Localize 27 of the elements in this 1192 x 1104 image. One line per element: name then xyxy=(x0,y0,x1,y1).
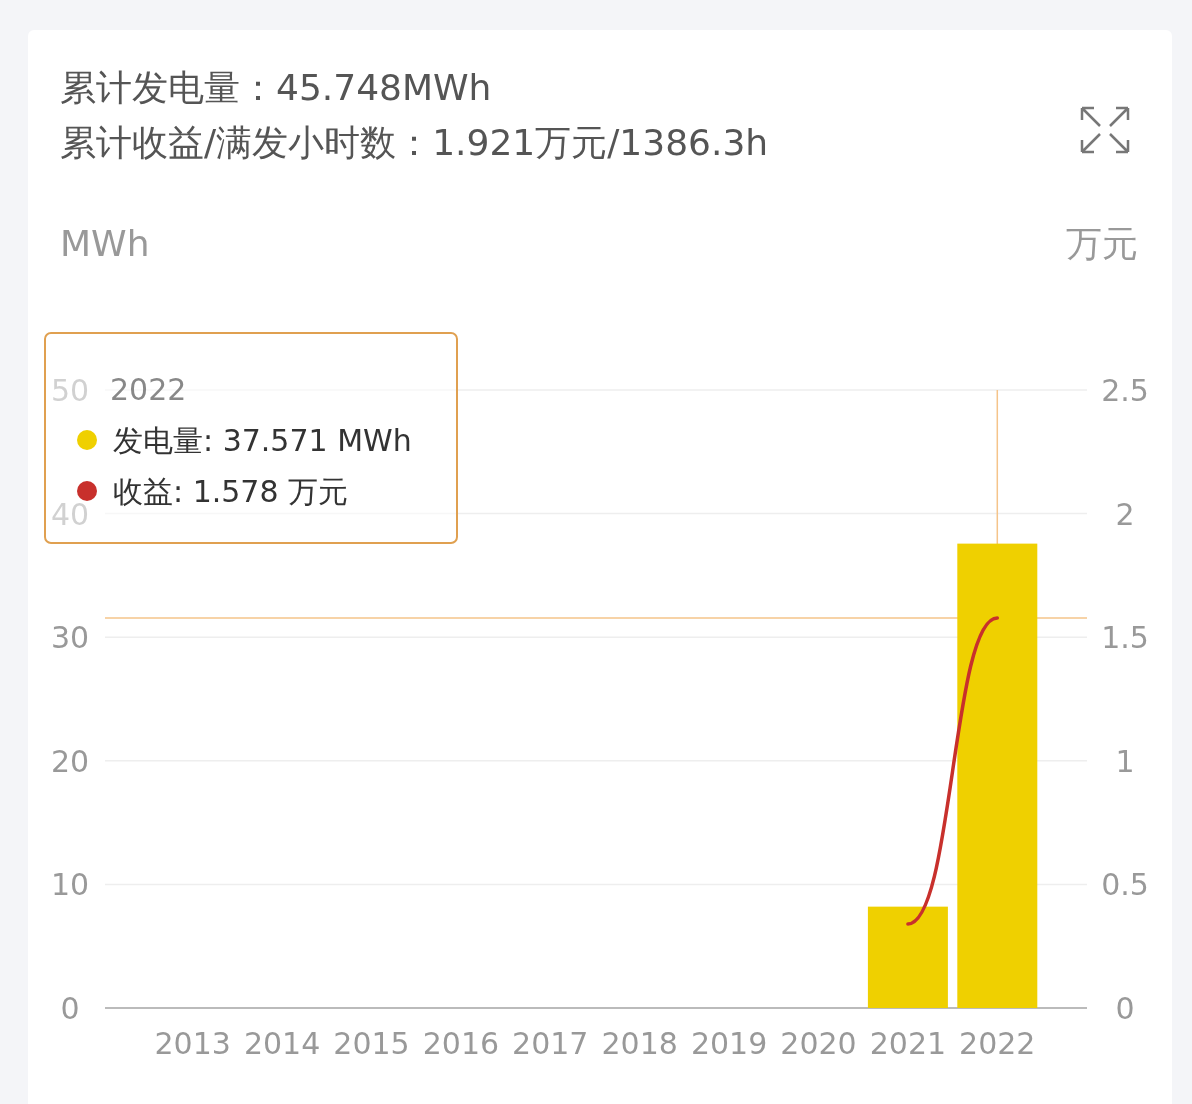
x-tick-label: 2013 xyxy=(154,1026,231,1061)
y2-tick-label: 1 xyxy=(1115,743,1135,779)
y2-tick-label: 2.5 xyxy=(1101,373,1149,408)
x-tick-label: 2018 xyxy=(601,1026,678,1061)
annotation: 2022 xyxy=(110,372,187,407)
x-tick-label: 2020 xyxy=(780,1026,857,1061)
x-tick-label: 2017 xyxy=(512,1026,589,1061)
y-tick-label: 30 xyxy=(50,620,90,656)
x-tick-label: 2022 xyxy=(959,1026,1036,1061)
y2-tick-label: 2 xyxy=(1115,496,1135,532)
x-tick-label: 2014 xyxy=(243,1026,321,1061)
y2-tick-label: 0.5 xyxy=(1101,867,1149,903)
x-tick-label: 2021 xyxy=(869,1026,947,1061)
x-tick-label: 2019 xyxy=(690,1026,768,1061)
y-tick-label: 10 xyxy=(50,867,90,903)
y2-tick-label: 1.5 xyxy=(1101,620,1149,656)
x-tick-label: 2015 xyxy=(333,1026,410,1061)
chart-title: 累计发电量：45.748MWh xyxy=(60,67,492,108)
chart-subtitle: 累计收益/满发小时数：1.921万元/1386.3h xyxy=(60,122,769,163)
y2-axis-title: 万元 xyxy=(1066,223,1138,264)
x-tick-label: 2016 xyxy=(422,1026,500,1061)
y-tick-label: 0 xyxy=(60,991,80,1026)
y-axis-title: MWh xyxy=(60,223,150,264)
y2-tick-label: 0 xyxy=(1115,991,1135,1026)
annotation: 收益: 1.578 万元 xyxy=(113,474,349,509)
annotation: 发电量: 37.571 MWh xyxy=(113,423,412,458)
y-tick-label: 20 xyxy=(50,743,90,779)
